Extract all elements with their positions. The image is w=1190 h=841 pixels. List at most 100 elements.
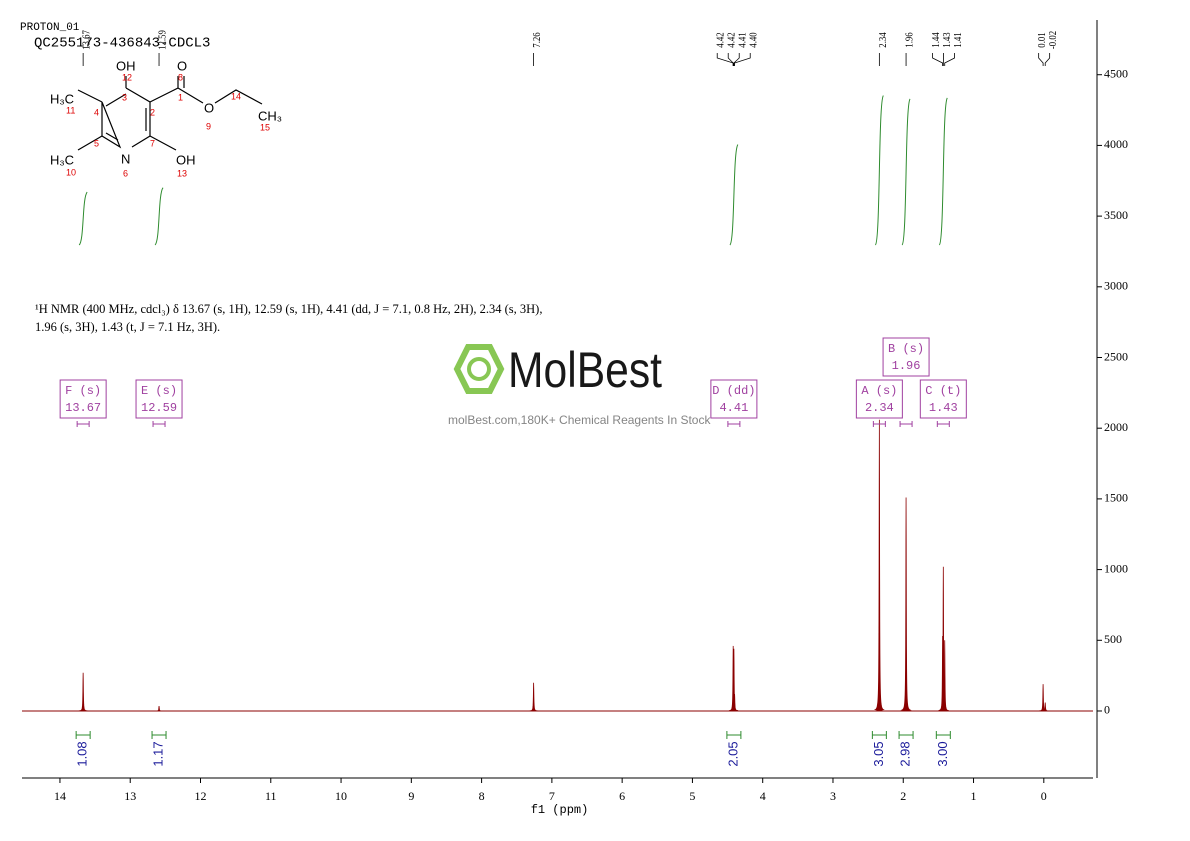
integral-label: 3.00 xyxy=(935,741,950,766)
peak-label-leader xyxy=(716,53,734,66)
integral-curve xyxy=(901,98,911,246)
atom-label: O xyxy=(177,58,187,73)
y-tick-label: 0 xyxy=(1104,703,1110,717)
atom-number: 14 xyxy=(231,91,241,101)
peak-label: 2.34 xyxy=(877,32,889,47)
peak-label-leader xyxy=(734,53,751,66)
peak xyxy=(730,693,739,712)
peak xyxy=(729,648,739,712)
multiplet-box xyxy=(135,379,183,419)
atom-number: 11 xyxy=(66,105,75,115)
multiplet-range xyxy=(936,421,950,427)
peak-label: 1.96 xyxy=(904,32,916,47)
y-tick-label: 1500 xyxy=(1104,491,1128,505)
multiplet-shift: 2.34 xyxy=(865,401,894,415)
integral-range xyxy=(75,731,91,739)
peak-label: 1.44 xyxy=(930,32,942,47)
peak xyxy=(154,705,164,712)
integral-curve xyxy=(154,187,164,246)
ring-double-bonds xyxy=(105,93,147,141)
peak xyxy=(1040,702,1050,712)
integral-label: 1.17 xyxy=(150,741,165,766)
x-tick-label: 14 xyxy=(54,789,66,803)
multiplet-box xyxy=(855,379,903,419)
y-tick-label: 1000 xyxy=(1104,561,1128,575)
atom-label: N xyxy=(121,151,130,166)
x-tick-label: 6 xyxy=(619,789,625,803)
x-tick-label: 4 xyxy=(760,789,766,803)
integral-curve xyxy=(729,144,739,246)
y-tick-label: 4500 xyxy=(1104,66,1128,80)
integral-label: 1.08 xyxy=(75,741,90,766)
peak-label-leader xyxy=(1044,53,1051,66)
watermark-brand: MolBest xyxy=(508,342,662,398)
multiplet-shift: 4.41 xyxy=(719,401,748,415)
integral-range xyxy=(726,731,742,739)
peak xyxy=(940,640,949,712)
atom-label: OH xyxy=(116,58,136,73)
atom-number: 4 xyxy=(94,107,99,117)
y-tick-label: 3000 xyxy=(1104,279,1128,293)
y-tick-label: 2500 xyxy=(1104,349,1128,363)
x-tick-label: 7 xyxy=(549,789,555,803)
peak-label: 1.43 xyxy=(941,32,953,47)
multiplet-box xyxy=(882,337,930,377)
peak-label-leader xyxy=(944,53,955,66)
peak-label: 4.41 xyxy=(737,32,749,47)
x-tick-label: 11 xyxy=(265,789,277,803)
integral-range xyxy=(898,731,914,739)
peak xyxy=(874,419,885,712)
integral-range xyxy=(935,731,951,739)
peak-label: 4.42 xyxy=(726,32,738,47)
multiplet-name: F (s) xyxy=(65,384,101,398)
x-tick-label: 5 xyxy=(689,789,695,803)
sample-name: QC255173-436843-CDCL3 xyxy=(34,36,210,52)
atom-number: 2 xyxy=(150,107,155,117)
peak-label-leader xyxy=(733,53,740,66)
integral-curve xyxy=(874,95,884,246)
peak-label: 0.01 xyxy=(1036,32,1048,47)
atom-number: 12 xyxy=(122,72,132,82)
ring-bonds xyxy=(101,87,151,149)
x-tick-label: 8 xyxy=(479,789,485,803)
multiplet-range xyxy=(727,421,741,427)
molecule-structure: OH 12 O 8 H₃C 11 4 3 2 1 O 9 14 CH₃ 15 5… xyxy=(50,58,282,178)
watermark-logo xyxy=(467,357,491,381)
atom-number: 15 xyxy=(260,122,270,132)
atom-number: 8 xyxy=(178,72,183,82)
multiplet-name: C (t) xyxy=(925,384,961,398)
atom-label: H₃C xyxy=(50,152,74,167)
multiplet-box xyxy=(59,379,107,419)
x-tick-label: 9 xyxy=(408,789,414,803)
multiplet-range xyxy=(152,421,166,427)
x-tick-label: 3 xyxy=(830,789,836,803)
experiment-name: PROTON_01 xyxy=(20,22,80,34)
integral-range xyxy=(871,731,887,739)
peak-label: -0.02 xyxy=(1047,31,1059,49)
peak-label: 4.40 xyxy=(748,32,760,47)
atom-number: 3 xyxy=(122,92,127,102)
atom-label: O xyxy=(204,100,214,115)
atom-number: 5 xyxy=(94,138,99,148)
peak xyxy=(938,566,948,712)
multiplet-name: A (s) xyxy=(861,384,897,398)
multiplet-box xyxy=(710,379,758,419)
multiplet-shift: 13.67 xyxy=(65,401,101,415)
watermark-logo xyxy=(453,344,505,394)
atom-number: 1 xyxy=(178,92,183,102)
watermark: MolBest molBest.com,180K+ Chemical Reage… xyxy=(448,342,711,427)
peak-label: 12.59 xyxy=(157,30,169,50)
peak xyxy=(78,672,88,712)
peak-label: 4.42 xyxy=(715,32,727,47)
multiplet-box xyxy=(919,379,967,419)
y-tick-label: 4000 xyxy=(1104,137,1128,151)
multiplet-name: D (dd) xyxy=(712,384,755,398)
peak-label-leader xyxy=(1038,53,1044,66)
integral-curve xyxy=(938,97,948,246)
peak-label: 13.67 xyxy=(81,30,93,50)
integral-label: 2.05 xyxy=(725,741,740,766)
integral-label: 3.05 xyxy=(871,741,886,766)
atom-label: CH₃ xyxy=(258,108,282,123)
x-axis-label: f1 (ppm) xyxy=(531,803,589,817)
